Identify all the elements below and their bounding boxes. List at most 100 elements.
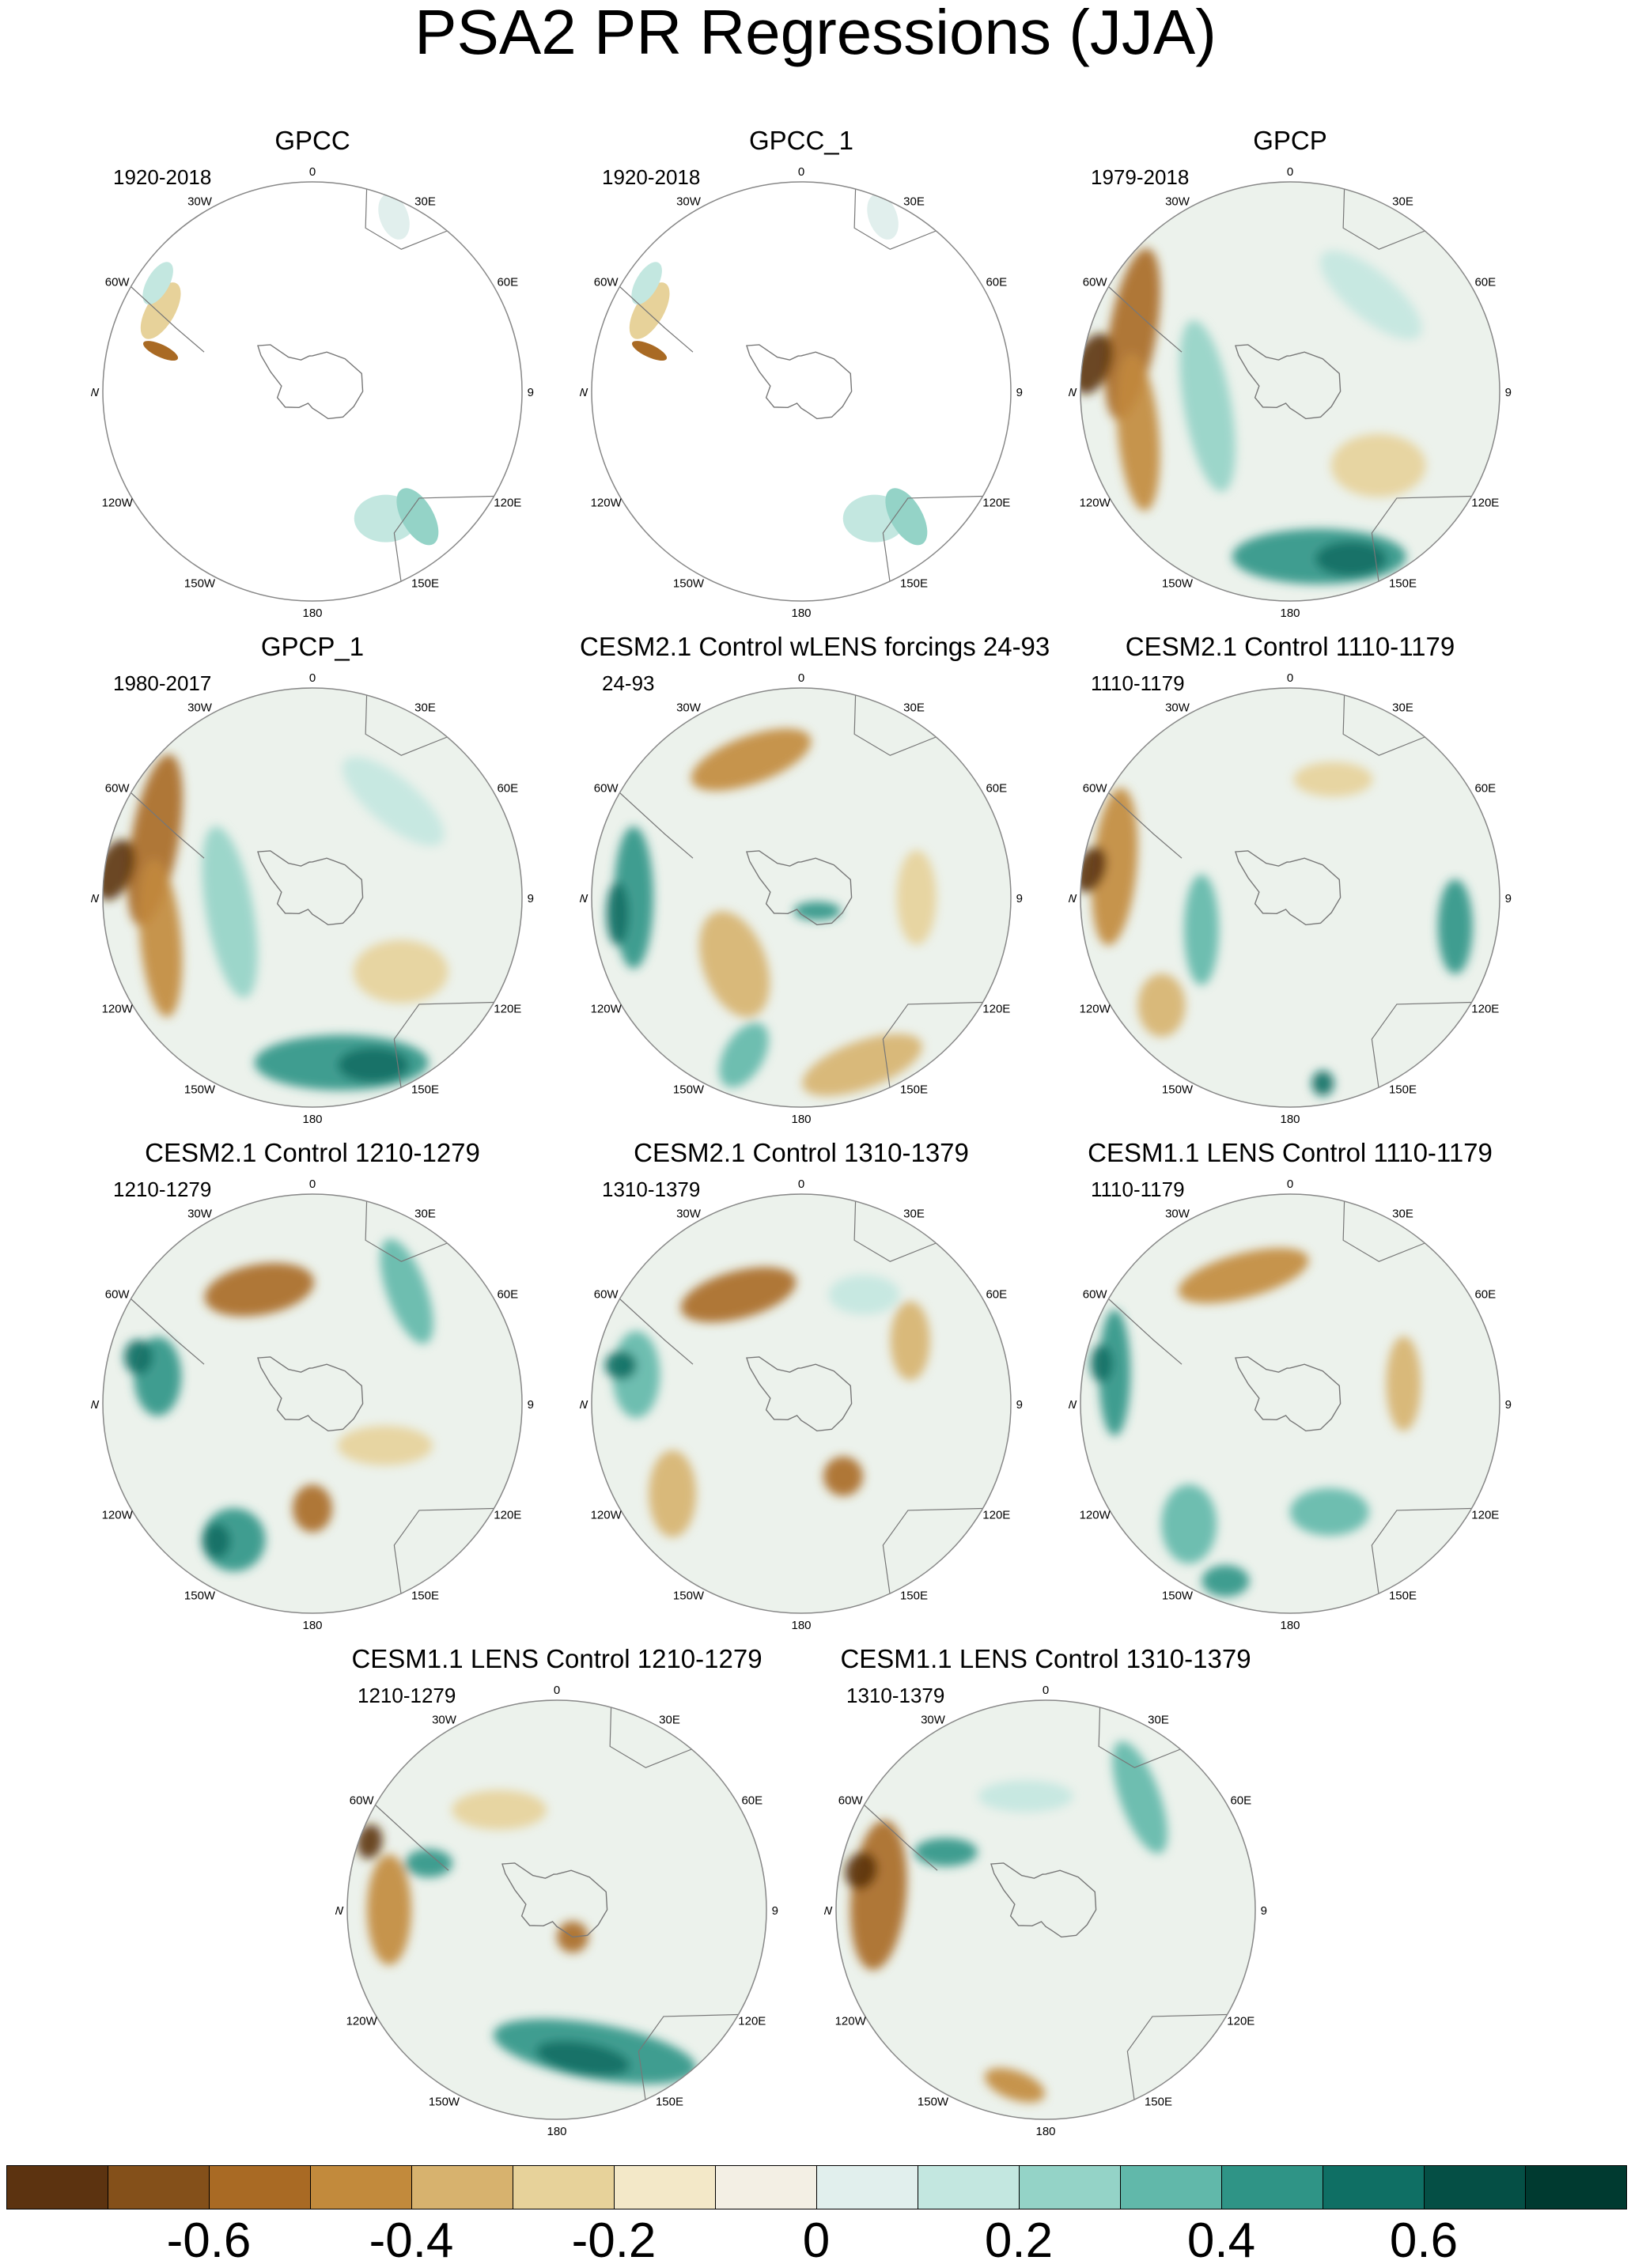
longitude-label: 150E (900, 577, 928, 591)
australia-coastline (1371, 1507, 1472, 1594)
longitude-label: 0 (1287, 671, 1293, 685)
map-background (1080, 688, 1500, 1107)
longitude-label: 150E (411, 577, 439, 591)
precip-anomaly-blob (978, 1780, 1073, 1813)
panel-title: CESM2.1 Control wLENS forcings 24-93 (580, 632, 1050, 661)
precip-anomaly-blob (629, 282, 670, 339)
precip-anomaly-blob (405, 1849, 453, 1878)
longitude-label: 90W (335, 1904, 344, 1918)
map-panel: 0 30E 60E 90E 120E 150E 180 150W 120W 90W 60W 30W CE… (1069, 1138, 1512, 1630)
africa-coastline (853, 189, 937, 250)
precip-anomaly-blob (823, 1456, 863, 1496)
longitude-label: 120E (1471, 497, 1499, 510)
south-america-coastline (131, 792, 205, 859)
precip-anomaly-blob (1137, 973, 1186, 1038)
colorbar-cell (918, 2165, 1020, 2209)
longitude-label: 120W (102, 1003, 134, 1016)
longitude-label: 90E (1016, 892, 1023, 905)
longitude-label: 150W (184, 577, 216, 591)
panel-period: 1980-2017 (113, 671, 212, 695)
south-america-coastline (131, 286, 205, 353)
australia-coastline (393, 495, 494, 582)
longitude-label: 150W (1162, 1589, 1194, 1603)
south-america-coastline (375, 1805, 449, 1871)
longitude-label: 60W (594, 276, 619, 289)
precip-anomaly-blob (1161, 1484, 1217, 1564)
longitude-label: 120E (982, 497, 1010, 510)
panel-title: CESM2.1 Control 1310-1379 (634, 1138, 969, 1167)
longitude-label: 120W (102, 497, 134, 510)
longitude-label: 150E (1389, 577, 1417, 591)
precip-anomaly-blob (1386, 1336, 1421, 1431)
precip-anomaly-blob (1437, 879, 1473, 974)
map-background (592, 182, 1011, 601)
precip-anomaly-blob (1104, 248, 1160, 420)
precip-anomaly-blob (984, 2068, 1045, 2103)
longitude-label: 150W (184, 1083, 216, 1097)
precip-anomaly-blob (606, 882, 629, 946)
map-panel: 0 30E 60E 90E 120E 150E 180 150W 120W 90W 60W 30W CE… (580, 632, 1050, 1124)
map-boundary (346, 1699, 767, 2120)
longitude-label: 180 (1280, 1113, 1300, 1123)
map-panel: 0 30E 60E 90E 120E 150E 180 150W 120W 90W 60W 30W CE… (580, 1138, 1023, 1630)
longitude-label: 60W (594, 1288, 619, 1302)
polar-map: 0 30E 60E 90E 120E 150E 180 150W 120W 90W 60W 30W (335, 1684, 778, 2135)
colorbar-tick-label: 0.2 (984, 2213, 1054, 2268)
australia-coastline (638, 2013, 739, 2100)
precip-anomaly-blob (631, 262, 662, 305)
australia-coastline (393, 1001, 494, 1088)
longitude-label: 90W (1069, 892, 1077, 905)
longitude-label: 90E (528, 1398, 534, 1412)
longitude-label: 90E (528, 892, 534, 905)
colorbar-cell (1019, 2165, 1121, 2209)
figure-title: PSA2 PR Regressions (JJA) (414, 0, 1217, 67)
precip-anomaly-blob (890, 1301, 930, 1381)
precip-anomaly-blob (1289, 1487, 1369, 1536)
precip-anomaly-blob (123, 1340, 153, 1375)
map-panel: 0 30E 60E 90E 120E 150E 180 150W 120W 90W 60W 30W CE… (1069, 633, 1512, 1124)
precip-anomaly-blob (202, 1523, 231, 1559)
longitude-label: 120W (591, 1509, 623, 1522)
precip-anomaly-blob (828, 1275, 900, 1315)
map-panel: 0 30E 60E 90E 120E 150E 180 150W 120W 90W 60W 30W GP… (1069, 127, 1512, 618)
south-america-coastline (1108, 792, 1183, 859)
colorbar (6, 2165, 1627, 2209)
longitude-label: 150W (1162, 577, 1194, 591)
antarctica-coastline (1235, 344, 1342, 420)
africa-coastline (853, 695, 937, 756)
antarctica-coastline (257, 344, 364, 420)
africa-coastline (365, 695, 448, 756)
longitude-label: 90W (91, 1398, 100, 1412)
australia-coastline (1126, 2013, 1228, 2100)
polar-map: 0 30E 60E 90E 120E 150E 180 150W 120W 90W 60W 30W (1069, 1177, 1512, 1629)
precip-anomaly-blob (885, 488, 928, 546)
longitude-label: 90W (580, 1398, 588, 1412)
panel-title: CESM1.1 LENS Control 1110-1179 (1088, 1138, 1493, 1167)
map-boundary (1080, 687, 1500, 1108)
longitude-label: 60E (986, 1288, 1007, 1302)
colorbar-cell (816, 2165, 918, 2209)
panel-period: 1210-1279 (113, 1177, 212, 1201)
longitude-label: 60W (594, 782, 619, 796)
south-america-coastline (1108, 286, 1183, 353)
africa-coastline (1342, 189, 1425, 250)
polar-map: 0 30E 60E 90E 120E 150E 180 150W 120W 90W 60W 30W (1069, 165, 1512, 617)
precip-anomaly-blob (138, 859, 183, 1018)
precip-anomaly-blob (1090, 1344, 1113, 1383)
map-panel: 0 30E 60E 90E 120E 150E 180 150W 120W 90W 60W 30W GP… (91, 127, 534, 618)
map-boundary (102, 1193, 523, 1614)
longitude-label: 150W (673, 577, 705, 591)
longitude-label: 150W (429, 2096, 460, 2109)
colorbar-cell (614, 2165, 716, 2209)
longitude-label: 30E (903, 701, 925, 714)
longitude-label: 60E (741, 1794, 763, 1808)
longitude-label: 30E (903, 195, 925, 208)
colorbar-cell (310, 2165, 412, 2209)
map-panel: 0 30E 60E 90E 120E 150E 180 150W 120W 90W 60W 30W CE… (824, 1645, 1267, 2136)
longitude-label: 180 (302, 607, 322, 617)
map-panel: 0 30E 60E 90E 120E 150E 180 150W 120W 90W 60W 30W GP… (580, 127, 1023, 618)
polar-map: 0 30E 60E 90E 120E 150E 180 150W 120W 90W 60W 30W (91, 671, 534, 1123)
precip-anomaly-blob (1112, 1741, 1168, 1854)
longitude-label: 150E (1389, 1083, 1417, 1097)
map-boundary (591, 687, 1012, 1108)
